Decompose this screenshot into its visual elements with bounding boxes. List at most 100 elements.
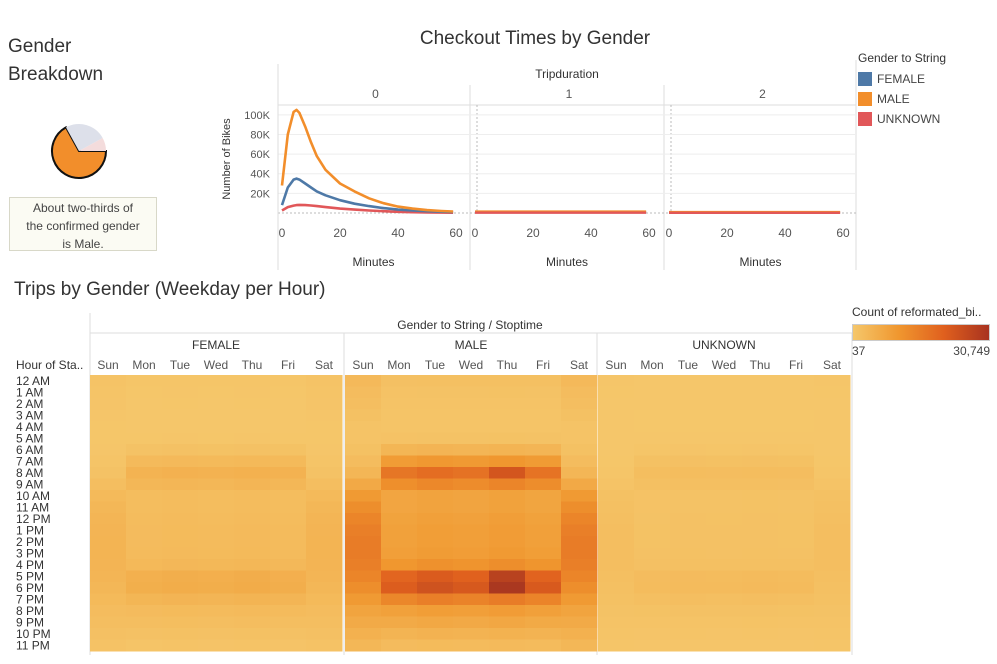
- heat-hour-label: 2 AM: [16, 397, 43, 411]
- heat-hour-label: 4 PM: [16, 558, 44, 572]
- heat-cell: [306, 501, 343, 514]
- heat-cell: [814, 639, 851, 652]
- heat-cell: [126, 605, 163, 617]
- heat-cell: [634, 616, 671, 629]
- gender-pie-chart[interactable]: [48, 120, 110, 182]
- heat-cell: [234, 421, 271, 433]
- heat-cell: [561, 605, 598, 617]
- heat-cell: [814, 570, 851, 583]
- gender-legend-title: Gender to String: [858, 51, 947, 65]
- heat-cell: [234, 536, 271, 548]
- heat-cell: [198, 386, 235, 399]
- count-legend: Count of reformated_bi.. 37 30,749: [852, 305, 994, 358]
- heat-cell: [198, 478, 235, 491]
- count-legend-min: 37: [852, 344, 866, 358]
- heat-cell: [634, 375, 671, 387]
- heat-hour-label: 2 PM: [16, 535, 44, 549]
- heat-cell: [90, 398, 127, 410]
- y-tick-label: 40K: [250, 169, 270, 181]
- legend-item-female[interactable]: FEMALE: [858, 69, 993, 89]
- heat-cell: [489, 409, 526, 422]
- heat-cell: [561, 375, 598, 387]
- panel-header-1: 1: [566, 87, 573, 101]
- heat-cell: [561, 398, 598, 410]
- heat-cell: [126, 455, 163, 468]
- heat-cell: [598, 593, 635, 606]
- heat-cell: [778, 421, 815, 433]
- heat-cell: [598, 559, 635, 571]
- heat-cell: [489, 467, 526, 479]
- heat-hour-label: 8 AM: [16, 466, 43, 480]
- heat-cell: [126, 616, 163, 629]
- checkout-times-chart[interactable]: Tripduration 0 1 2 20K 40K 60K 80K 100K Number of…: [210, 60, 860, 275]
- heat-cell: [126, 444, 163, 456]
- heat-cell: [90, 616, 127, 629]
- heat-cell: [270, 478, 307, 491]
- heat-cell: [126, 375, 163, 387]
- facet-title: Tripduration: [535, 67, 599, 81]
- heat-cell: [270, 547, 307, 560]
- heat-cell: [198, 490, 235, 502]
- heat-cell: [814, 559, 851, 571]
- heat-day-label: Wed: [712, 358, 736, 372]
- heat-cell: [198, 421, 235, 433]
- heat-cell: [742, 605, 779, 617]
- heat-cell: [198, 432, 235, 445]
- heat-cell: [525, 398, 562, 410]
- heat-cell: [126, 536, 163, 548]
- heat-cell: [234, 570, 271, 583]
- heat-cell: [742, 536, 779, 548]
- heat-cell: [489, 593, 526, 606]
- heat-cell: [162, 559, 199, 571]
- heat-cell: [270, 582, 307, 594]
- heat-cell: [670, 536, 707, 548]
- heat-cell: [345, 490, 382, 502]
- heat-cell: [198, 628, 235, 640]
- heat-cell: [417, 605, 454, 617]
- heat-cell: [814, 386, 851, 399]
- heat-cell: [234, 547, 271, 560]
- heat-cell: [306, 547, 343, 560]
- heat-cell: [778, 582, 815, 594]
- heat-cell: [453, 570, 490, 583]
- heat-cell: [198, 559, 235, 571]
- heat-cell: [598, 524, 635, 537]
- heat-cell: [670, 513, 707, 525]
- heat-cell: [345, 547, 382, 560]
- heat-cell: [345, 524, 382, 537]
- gender-breakdown-title: Gender Breakdown: [8, 33, 103, 89]
- heat-cell: [381, 432, 418, 445]
- legend-item-unknown[interactable]: UNKNOWN: [858, 109, 993, 129]
- x-axis-label: Minutes: [546, 255, 588, 269]
- heat-cell: [345, 467, 382, 479]
- heat-cell: [489, 628, 526, 640]
- heat-cell: [489, 547, 526, 560]
- heat-cell: [670, 605, 707, 617]
- legend-item-male[interactable]: MALE: [858, 89, 993, 109]
- heat-cell: [453, 409, 490, 422]
- heat-cell: [489, 478, 526, 491]
- series-line-unknown-panel0: [281, 203, 454, 214]
- heat-cell: [234, 524, 271, 537]
- heat-cell: [525, 616, 562, 629]
- heat-cell: [126, 639, 163, 652]
- heat-cell: [525, 570, 562, 583]
- heat-cell: [778, 444, 815, 456]
- heat-cell: [598, 398, 635, 410]
- trips-heatmap[interactable]: Gender to String / Stoptime FEMALE Sun Mon T…: [0, 310, 855, 660]
- heat-column-header: Gender to String / Stoptime: [397, 318, 543, 332]
- heat-cell: [561, 628, 598, 640]
- heat-cell: [90, 605, 127, 617]
- heat-cell: [345, 398, 382, 410]
- heat-cell: [381, 501, 418, 514]
- heat-cell: [742, 444, 779, 456]
- heat-cell: [306, 444, 343, 456]
- heat-cell: [489, 536, 526, 548]
- heat-cell: [306, 432, 343, 445]
- heat-cell: [90, 501, 127, 514]
- heat-cell: [90, 570, 127, 583]
- heat-day-label: Sun: [352, 358, 373, 372]
- heat-cell: [417, 547, 454, 560]
- heat-cell: [162, 478, 199, 491]
- heat-cell: [453, 501, 490, 514]
